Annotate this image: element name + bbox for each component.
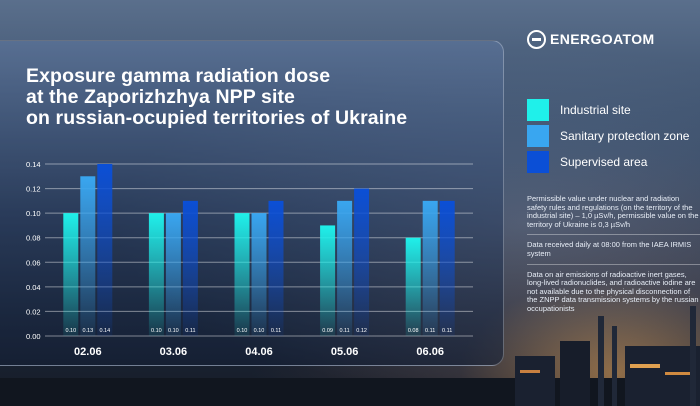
- note-emissions: Data on air emissions of radioactive ine…: [527, 269, 700, 319]
- title-line-2: at the Zaporizhzhya NPP site: [26, 86, 296, 108]
- data-label: 0.11: [425, 328, 435, 334]
- data-label: 0.10: [254, 328, 265, 334]
- data-label: 0.10: [151, 328, 162, 334]
- data-label: 0.11: [271, 328, 281, 334]
- brand-name: ENERGOATOM: [550, 31, 655, 47]
- bar: [80, 176, 96, 336]
- note-line: Data on air emissions of radioactive ine…: [527, 269, 687, 279]
- data-label: 0.10: [65, 328, 76, 334]
- note-line: safety rules and regulations (on the ter…: [527, 202, 693, 212]
- legend-item-supervised-area: Supervised area: [527, 150, 689, 174]
- energoatom-logo-icon: [527, 29, 546, 49]
- bar: [405, 237, 421, 336]
- bar: [439, 200, 455, 336]
- data-label: 0.10: [237, 328, 248, 334]
- y-tick-label: 0.14: [26, 160, 41, 169]
- bar: [422, 200, 438, 336]
- y-tick-label: 0.06: [26, 258, 41, 267]
- x-tick-label: 06.06: [416, 346, 444, 358]
- bar: [268, 200, 284, 336]
- legend-label: Supervised area: [560, 155, 648, 169]
- note-line: system: [527, 248, 551, 258]
- note-data-source: Data received daily at 08:00 from the IA…: [527, 240, 700, 265]
- title-line-1: Exposure gamma radiation dose: [26, 65, 331, 87]
- chart-title: Exposure gamma radiation dose at the Zap…: [26, 66, 496, 129]
- legend-swatch-sanitary-zone: [527, 125, 549, 147]
- legend-item-sanitary-zone: Sanitary protection zone: [527, 124, 689, 148]
- bar: [182, 200, 198, 336]
- y-tick-label: 0.00: [26, 332, 41, 341]
- x-tick-label: 04.06: [245, 346, 273, 358]
- data-label: 0.11: [442, 328, 452, 334]
- notes-section: Permissible value under nuclear and radi…: [527, 195, 700, 325]
- data-label: 0.08: [408, 328, 419, 334]
- bar: [63, 213, 79, 336]
- bar: [337, 200, 353, 336]
- y-tick-label: 0.02: [26, 307, 41, 316]
- note-line: Permissible value under nuclear and radi…: [527, 195, 680, 203]
- bar-chart: 0.00 0.02 0.04 0.06 0.08 0.10 0.12 0.14 0.10 0.13…: [26, 160, 473, 358]
- data-label: 0.09: [322, 328, 333, 334]
- bar: [251, 213, 267, 336]
- data-label: 0.14: [99, 328, 110, 334]
- legend-swatch-supervised-area: [527, 151, 549, 173]
- note-line: industrial site) – 1,0 µSv/h, permissibl…: [527, 211, 699, 221]
- bar: [320, 225, 336, 336]
- data-label: 0.10: [168, 328, 179, 334]
- note-line: occupationists: [527, 303, 575, 313]
- note-line: the ZNPP data transmission systems by th…: [527, 295, 699, 305]
- y-tick-label: 0.10: [26, 209, 41, 218]
- energoatom-logo: ENERGOATOM: [527, 28, 655, 50]
- title-line-3: on russian-ocupied territories of Ukrain…: [26, 107, 408, 129]
- y-tick-label: 0.04: [26, 283, 41, 292]
- data-label: 0.11: [185, 328, 195, 334]
- note-line: territory of Ukraine is 0,3 µSv/h: [527, 219, 631, 229]
- legend-label: Industrial site: [560, 103, 631, 117]
- data-label: 0.12: [356, 328, 367, 334]
- chart-legend: Industrial site Sanitary protection zone…: [527, 98, 689, 176]
- bar: [97, 164, 113, 336]
- note-line: Data received daily at 08:00 from the IA…: [527, 240, 692, 250]
- x-tick-label: 02.06: [74, 346, 102, 358]
- x-tick-label: 05.06: [331, 346, 359, 358]
- note-line: long-lived radionuclides, and radioactiv…: [527, 278, 696, 288]
- legend-swatch-industrial-site: [527, 99, 549, 121]
- note-permissible-value: Permissible value under nuclear and radi…: [527, 195, 700, 236]
- y-tick-label: 0.08: [26, 234, 41, 243]
- power-plant-silhouette: [0, 306, 700, 406]
- x-tick-label: 03.06: [160, 346, 188, 358]
- legend-item-industrial-site: Industrial site: [527, 98, 689, 122]
- bar: [234, 213, 250, 336]
- data-label: 0.11: [339, 328, 349, 334]
- bar: [354, 188, 370, 336]
- y-tick-label: 0.12: [26, 185, 41, 194]
- bar: [148, 213, 164, 336]
- data-label: 0.13: [82, 328, 93, 334]
- note-line: not available due to the physical discon…: [527, 286, 691, 296]
- bar: [165, 213, 181, 336]
- legend-label: Sanitary protection zone: [560, 129, 690, 143]
